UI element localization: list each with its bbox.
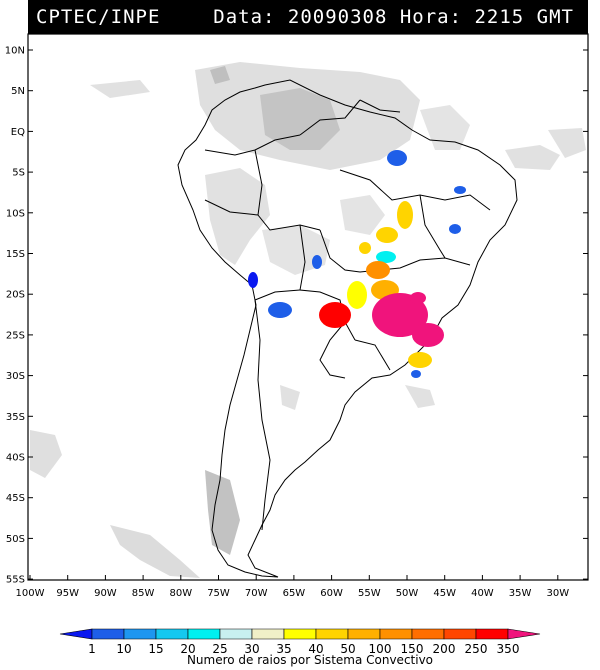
agency-label: CPTEC/INPE [36,6,161,28]
lon-label: 60W [320,588,343,599]
colorbar-cell [411,628,445,640]
lat-label: 25S [6,330,25,341]
colorbar-cell [219,628,253,640]
colorbar-label: 10 [116,642,131,656]
lat-label: 10N [5,46,25,57]
lon-label: 30W [546,588,569,599]
colorbar-cell [507,628,541,640]
colorbar-cell [91,628,125,640]
colorbar: 1 10 15 20 25 30 35 40 50 100 150 200 250 350 [59,628,541,656]
colorbar-caption: Numero de raios por Sistema Convectivo [187,653,433,667]
lat-label: 10S [6,208,25,219]
colorbar-label: 200 [433,642,456,656]
colorbar-cell [123,628,157,640]
colorbar-label: 150 [401,642,424,656]
colorbar-label: 100 [369,642,392,656]
lat-label: EQ [11,127,25,138]
lon-label: 90W [94,588,117,599]
lat-label: 55S [6,575,25,586]
colorbar-cell [379,628,413,640]
cloud-cover [30,62,586,578]
colorbar-label: 350 [497,642,520,656]
lon-label: 80W [169,588,192,599]
lon-label: 55W [358,588,381,599]
colorbar-label: 25 [212,642,227,656]
lon-label: 40W [471,588,494,599]
latitude-axis: 10N 5N EQ 5S 10S 15S 20S 25S 30S 35S 40S 45S 50S 55S [5,46,588,586]
lat-label: 40S [6,453,25,464]
lat-label: 20S [6,290,25,301]
lon-label: 95W [56,588,79,599]
colorbar-label: 50 [340,642,355,656]
colorbar-cell [475,628,509,640]
lon-label: 85W [132,588,155,599]
colorbar-cell [347,628,381,640]
lon-label: 70W [245,588,268,599]
lon-label: 35W [509,588,532,599]
lat-label: 30S [6,371,25,382]
colorbar-label: 20 [180,642,195,656]
colorbar-label: 15 [148,642,163,656]
colorbar-cell [315,628,349,640]
lon-label: 65W [283,588,306,599]
longitude-axis: 100W 95W 90W 85W 80W 75W 70W 65W 60W 55W 50W 45W 40W… [16,575,569,599]
lat-label: 15S [6,249,25,260]
lon-label: 75W [207,588,230,599]
colorbar-label: 250 [465,642,488,656]
date-time-label: Data: 20090308 Hora: 2215 GMT [213,6,574,28]
colorbar-label: 30 [244,642,259,656]
lon-label: 100W [16,588,45,599]
colorbar-cell [187,628,221,640]
colorbar-label: 1 [88,642,96,656]
lat-label: 50S [6,534,25,545]
colorbar-cell [443,628,477,640]
colorbar-cell [283,628,317,640]
lightning-cells [248,150,466,378]
lat-label: 5N [11,86,25,97]
lon-label: 50W [396,588,419,599]
colorbar-label: 35 [276,642,291,656]
lon-label: 45W [433,588,456,599]
map-header: CPTEC/INPE Data: 20090308 Hora: 2215 GMT [28,0,588,34]
lat-label: 35S [6,412,25,423]
colorbar-label: 40 [308,642,323,656]
colorbar-cell [59,628,93,640]
lat-label: 5S [12,168,25,179]
colorbar-cell [251,628,285,640]
lat-label: 45S [6,493,25,504]
colorbar-cell [155,628,189,640]
